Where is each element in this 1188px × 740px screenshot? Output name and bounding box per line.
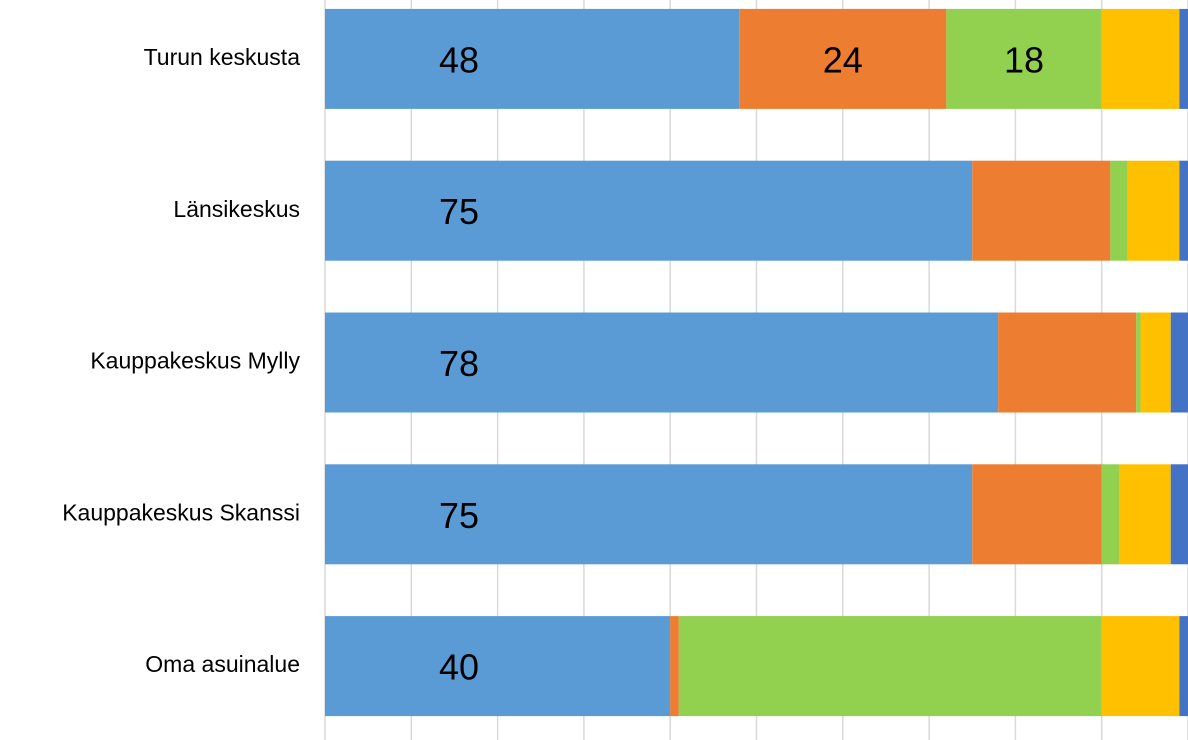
bar-segment [325, 8, 740, 109]
bar-segment [1179, 8, 1188, 109]
bar-segment [1127, 160, 1180, 261]
bar-segment [325, 464, 973, 565]
bar-segment [1136, 312, 1141, 413]
bar-segment [972, 160, 1111, 261]
bar-segment [678, 616, 1102, 717]
y-tick-label: Oma asuinalue [145, 651, 300, 677]
y-tick-label: Kauppakeskus Mylly [90, 348, 300, 374]
bar-segment [1140, 312, 1171, 413]
bar-segment [1101, 616, 1180, 717]
y-tick-label: Länsikeskus [173, 196, 300, 222]
bar-segment [1179, 616, 1188, 717]
data-label: 18 [1004, 39, 1044, 80]
data-label: 75 [439, 495, 479, 536]
data-label: 75 [439, 191, 479, 232]
bar-segment [972, 464, 1102, 565]
bar-segment [1118, 464, 1171, 565]
bar-segment [1179, 160, 1188, 261]
bar-segment [946, 8, 1102, 109]
bar-segment [1170, 464, 1188, 565]
data-label: 40 [439, 647, 479, 688]
bar-segment [325, 616, 671, 717]
y-tick-label: Kauppakeskus Skanssi [62, 499, 300, 525]
data-label: 24 [823, 39, 863, 80]
data-label: 78 [439, 343, 479, 384]
bar-segment [1101, 464, 1119, 565]
data-label: 48 [439, 39, 479, 80]
bar-segment [1101, 8, 1180, 109]
bar-segment [670, 616, 679, 717]
bar-segment [325, 160, 973, 261]
bar-segment [325, 312, 999, 413]
bar-segment [1170, 312, 1188, 413]
y-tick-label: Turun keskusta [144, 44, 301, 70]
bar-segment [1110, 160, 1128, 261]
bar-segment [998, 312, 1137, 413]
bar-segment [739, 8, 947, 109]
